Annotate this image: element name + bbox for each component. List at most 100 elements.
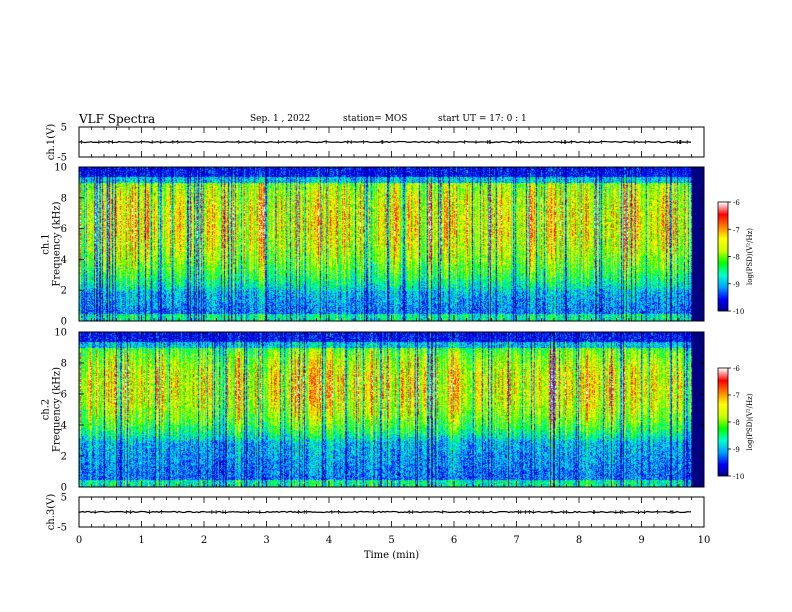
colorbar-cell [718,280,728,282]
colorbar-cell [718,222,728,224]
colorbar-cell [718,452,728,454]
colorbar-tick-label: -6 [733,365,740,373]
colorbar-cell [718,404,728,406]
colorbar-cell [718,217,728,219]
colorbar-cell [718,442,728,444]
colorbar-cell [718,294,728,296]
colorbar-cell [718,276,728,278]
colorbar-cell [718,296,728,298]
colorbar-cell [718,414,728,416]
x-tick-label: 7 [513,535,519,546]
x-axis-label: Time (min) [364,550,419,561]
colorbar-cell [718,223,728,225]
colorbar-cell [718,422,728,424]
colorbar-cell [718,277,728,279]
colorbar-cell [718,392,728,394]
y-tick-label: 4 [61,421,67,432]
colorbar-cell [718,261,728,263]
colorbar-cell [718,379,728,381]
colorbar-cell [718,207,728,209]
y-axis-label-2: ch.2 Frequency (kHz) [41,367,63,452]
colorbar-cell [718,267,728,269]
header-start-time: start UT = 17: 0 : 1 [438,114,527,124]
colorbar-cell [718,447,728,449]
colorbar-cell [718,398,728,400]
colorbar-cell [718,253,728,255]
spectrogram-image-2 [79,332,704,487]
colorbar-cell [718,288,728,290]
colorbar-cell [718,290,728,292]
colorbar-cell [718,295,728,297]
x-tick-label: 4 [326,535,332,546]
colorbar-cell [718,377,728,379]
x-tick-label: 10 [698,535,711,546]
x-tick-label: 5 [388,535,394,546]
colorbar-cell [718,383,728,385]
colorbar-cell [718,453,728,455]
colorbar-cell [718,419,728,421]
colorbar-cell [718,215,728,217]
colorbar-cell [718,297,728,299]
colorbar-tick-label: -7 [733,392,740,400]
colorbar-cell [718,432,728,434]
colorbar-cell [718,218,728,220]
colorbar-cell [718,238,728,240]
colorbar-label-1: log(PSD)(V²/Hz) [746,228,754,285]
colorbar-cell [718,385,728,387]
colorbar-cell [718,435,728,437]
colorbar-cell [718,423,728,425]
colorbar-label-text: log(PSD)(V²/Hz) [746,228,754,285]
colorbar-cell [718,413,728,415]
y-tick-label: 8 [61,359,67,370]
colorbar-cell [718,430,728,432]
colorbar-cell [718,411,728,413]
colorbar-cell [718,208,728,210]
colorbar-cell [718,248,728,250]
colorbar-cell [718,281,728,283]
colorbar-cell [718,443,728,445]
y-tick-label: 2 [61,286,67,297]
colorbar-cell [718,397,728,399]
colorbar-cell [718,391,728,393]
colorbar-cell [718,464,728,466]
x-tick-label: 0 [76,535,82,546]
colorbar-cell [718,468,728,470]
colorbar-cell [718,205,728,207]
colorbar-cell [718,309,728,311]
colorbar-cell [718,428,728,430]
y-tick-label: 0 [61,317,67,328]
y-axis-label-1: ch.1 Frequency (kHz) [41,201,63,286]
colorbar-cell [718,300,728,302]
colorbar-cell [718,380,728,382]
colorbar-cell [718,203,728,205]
y-axis-label-2-line: ch.2 [41,399,52,421]
colorbar-cell [718,232,728,234]
colorbar-cell [718,373,728,375]
colorbar-cell [718,308,728,310]
colorbar-cell [718,400,728,402]
header-station: station= MOS [343,114,408,124]
colorbar-tick-label: -8 [733,419,740,427]
colorbar-cell [718,394,728,396]
y-tick-label: 0 [61,483,67,494]
y-tick-label: 6 [61,390,67,401]
colorbar-tick-label: -10 [733,308,744,316]
colorbar-cell [718,460,728,462]
colorbar-cell [718,410,728,412]
colorbar-cell [718,246,728,248]
colorbar-cell [718,396,728,398]
colorbar-cell [718,474,728,476]
colorbar-cell [718,444,728,446]
colorbar-cell [718,399,728,401]
colorbar-cell [718,426,728,428]
colorbar-cell [718,231,728,233]
colorbar-cell [718,471,728,473]
colorbar-cell [718,403,728,405]
colorbar-cell [718,418,728,420]
colorbar-cell [718,274,728,276]
colorbar-cell [718,456,728,458]
colorbar-cell [718,424,728,426]
colorbar-cell [718,298,728,300]
x-tick-label: 3 [263,535,269,546]
